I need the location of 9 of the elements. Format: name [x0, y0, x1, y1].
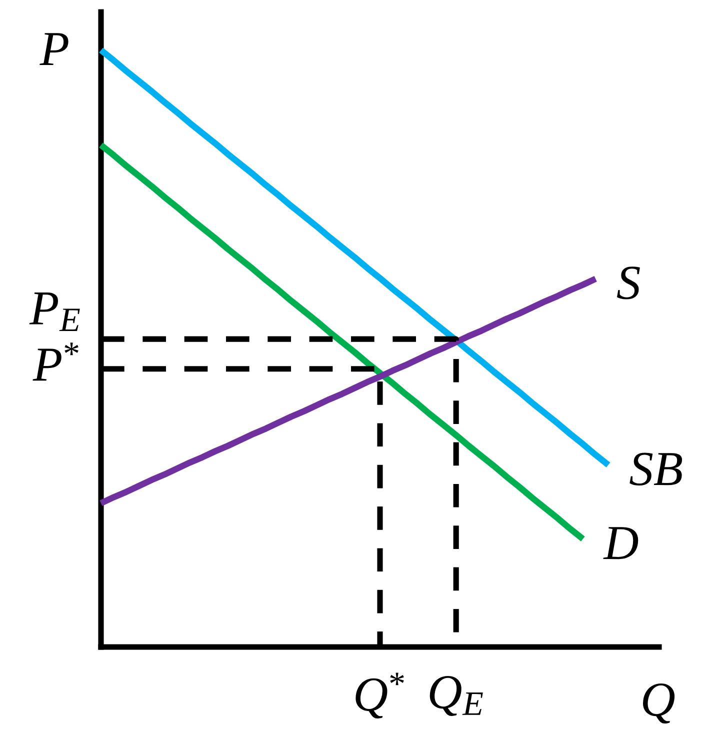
series-label: SB [630, 452, 682, 486]
x-tick-label: Q$^{*}$ [356, 672, 404, 718]
x-axis-title: Q [643, 683, 675, 724]
series-label: D [603, 527, 638, 560]
series-label: P$^{*}$ [32, 342, 78, 381]
series-label: S [616, 266, 640, 300]
x-tick-label: Q$_{E}$ [430, 676, 483, 716]
series-label: P$_{E}$ [29, 292, 80, 331]
y-axis-title: P [40, 33, 68, 65]
